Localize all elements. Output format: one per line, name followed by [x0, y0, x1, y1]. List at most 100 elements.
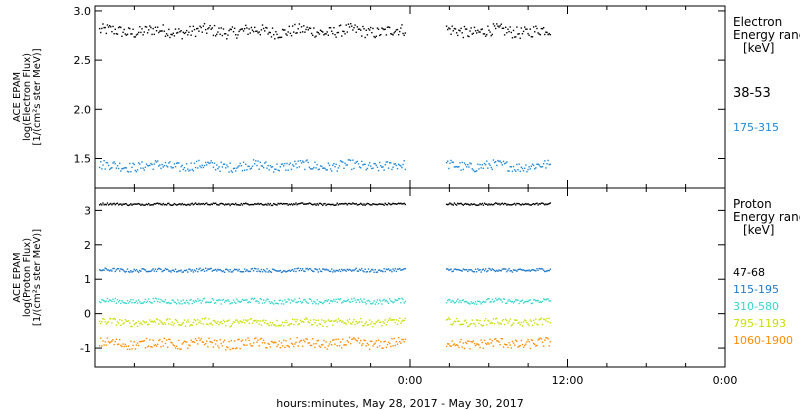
- data-point: [148, 345, 150, 347]
- data-point: [453, 202, 456, 204]
- data-point: [185, 29, 188, 32]
- data-point: [546, 270, 548, 272]
- data-point: [229, 348, 231, 351]
- data-point: [351, 203, 353, 205]
- data-point: [320, 203, 323, 205]
- data-point: [319, 323, 322, 326]
- data-point: [385, 346, 388, 349]
- data-point: [489, 338, 491, 340]
- data-point: [223, 33, 226, 35]
- data-point: [377, 319, 380, 321]
- data-point: [143, 301, 145, 303]
- data-point: [344, 300, 346, 302]
- data-point: [491, 33, 494, 36]
- data-point: [463, 301, 466, 303]
- data-point: [98, 320, 101, 322]
- data-point: [306, 301, 308, 304]
- data-point: [98, 345, 101, 347]
- data-point: [103, 26, 105, 29]
- data-point: [528, 299, 530, 302]
- data-point: [276, 345, 278, 348]
- data-point: [399, 202, 401, 205]
- data-point: [115, 338, 118, 341]
- data-point: [228, 171, 230, 173]
- data-point: [247, 319, 249, 321]
- data-point: [382, 28, 384, 30]
- legend-title-line: [keV]: [743, 41, 774, 55]
- data-point: [231, 26, 234, 28]
- data-point: [404, 338, 407, 341]
- data-point: [516, 270, 518, 272]
- data-point: [240, 340, 243, 343]
- data-point: [521, 269, 524, 271]
- data-point: [137, 271, 140, 273]
- data-point: [169, 318, 171, 320]
- data-point: [473, 203, 476, 205]
- data-point: [217, 31, 219, 33]
- data-point: [204, 28, 207, 31]
- data-point: [211, 341, 214, 344]
- data-point: [226, 320, 228, 322]
- data-point: [230, 203, 232, 205]
- data-point: [534, 168, 536, 170]
- data-point: [530, 302, 533, 305]
- data-point: [313, 27, 315, 29]
- data-point: [280, 303, 283, 305]
- data-point: [267, 298, 269, 301]
- data-point: [223, 321, 226, 323]
- data-point: [257, 202, 259, 205]
- data-point: [178, 270, 180, 272]
- data-point: [355, 31, 357, 33]
- data-point: [452, 300, 454, 303]
- data-point: [197, 203, 199, 206]
- data-point: [165, 268, 168, 271]
- data-point: [492, 159, 495, 161]
- data-point: [149, 164, 151, 167]
- y-axis-label-line: log(Proton Flux): [22, 238, 33, 317]
- data-point: [389, 269, 391, 272]
- data-point: [400, 302, 402, 304]
- data-point: [375, 164, 378, 166]
- data-point: [380, 300, 382, 302]
- data-point: [229, 303, 231, 305]
- plot-frame: [94, 5, 726, 189]
- data-point: [255, 160, 257, 162]
- data-point: [119, 299, 121, 302]
- data-point: [198, 268, 200, 271]
- data-point: [518, 268, 520, 271]
- data-point: [380, 321, 382, 323]
- data-point: [122, 167, 124, 170]
- data-point: [260, 29, 263, 31]
- data-point: [232, 31, 235, 33]
- legend-entry: 175-315: [733, 121, 779, 134]
- data-point: [493, 338, 496, 340]
- data-point: [512, 165, 515, 168]
- data-point: [218, 347, 220, 349]
- data-point: [546, 317, 548, 320]
- data-point: [152, 168, 154, 171]
- data-point: [539, 268, 542, 270]
- data-point: [116, 343, 119, 346]
- data-point: [526, 28, 528, 30]
- data-point: [395, 299, 398, 302]
- data-point: [230, 339, 232, 342]
- data-point: [130, 33, 132, 35]
- data-point: [98, 204, 101, 206]
- data-point: [112, 203, 114, 205]
- data-point: [545, 203, 547, 205]
- data-point: [303, 203, 305, 205]
- data-point: [377, 269, 380, 272]
- data-point: [486, 203, 488, 205]
- data-point: [262, 339, 265, 342]
- data-point: [305, 300, 307, 303]
- data-point: [122, 301, 124, 303]
- data-point: [539, 33, 542, 36]
- data-point: [314, 346, 316, 349]
- data-point: [396, 343, 399, 345]
- data-point: [162, 300, 164, 303]
- data-point: [192, 170, 195, 172]
- data-point: [300, 302, 303, 304]
- data-point: [213, 202, 216, 205]
- data-point: [497, 203, 499, 206]
- data-point: [486, 270, 488, 273]
